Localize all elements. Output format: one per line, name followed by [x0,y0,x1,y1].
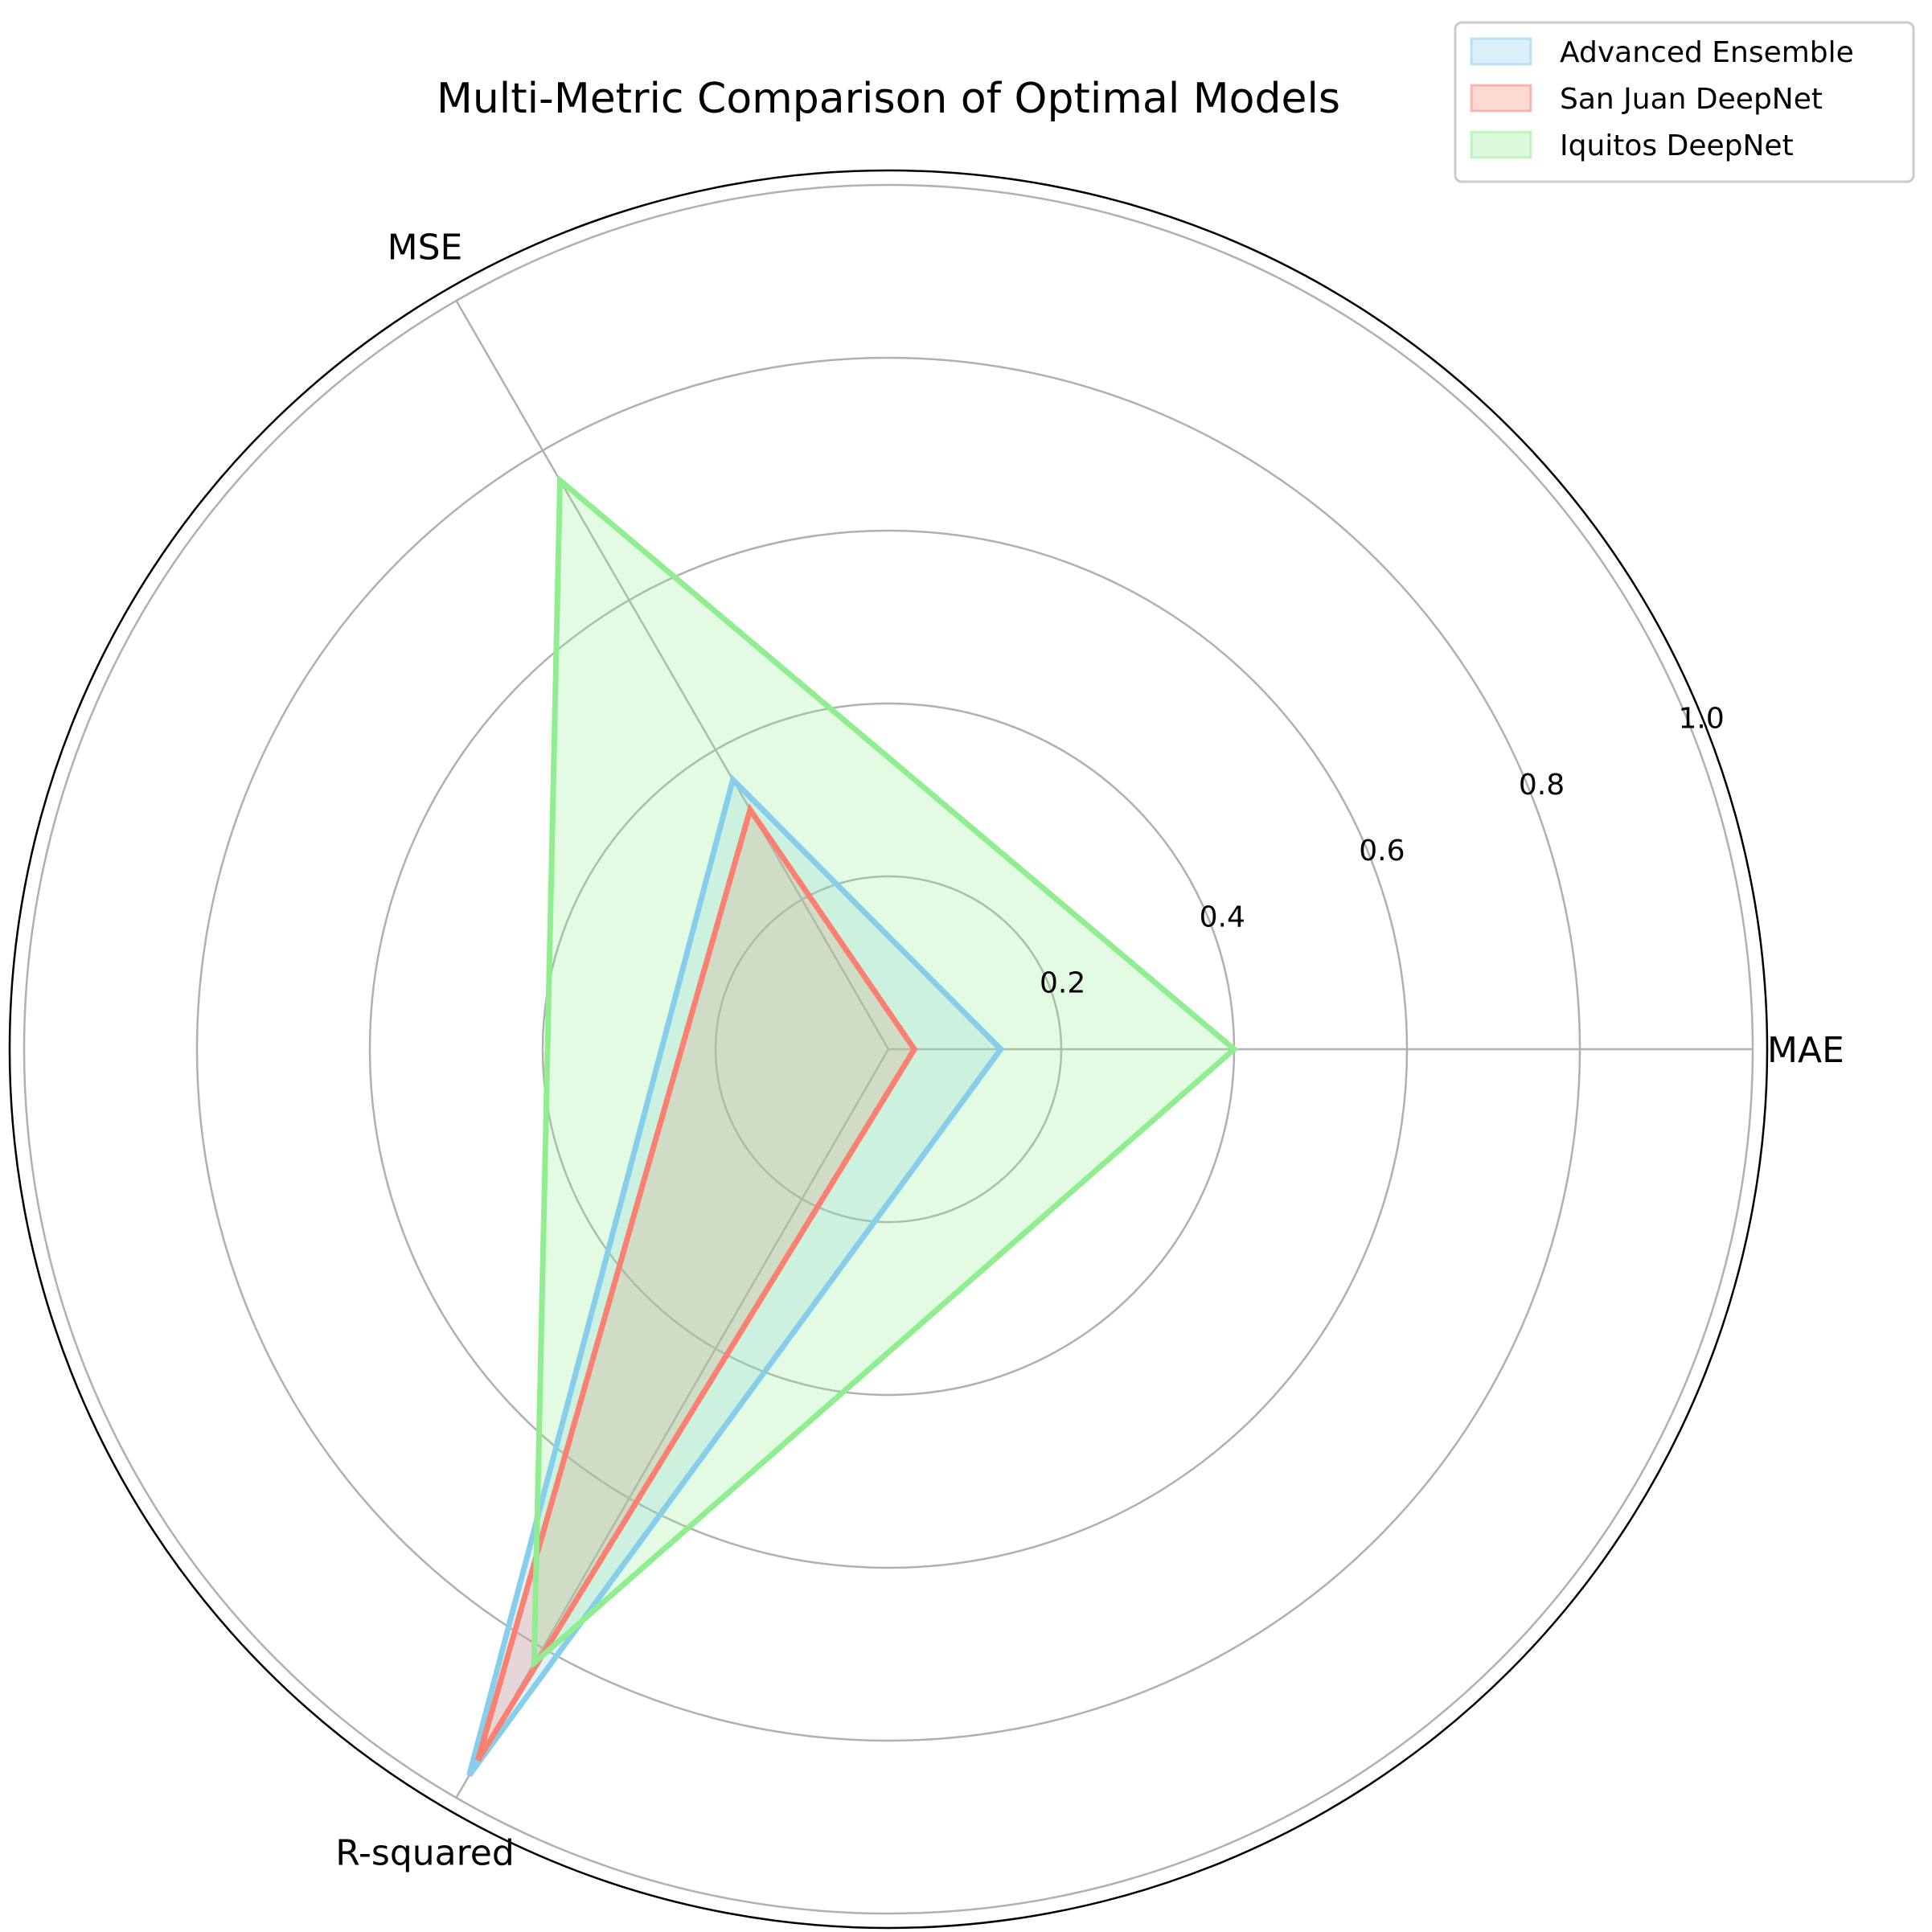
series-fill-2 [534,480,1234,1663]
legend-items: Advanced Ensemble San Juan DeepNet Iquitos… [1470,36,1854,162]
rtick-label-4: 1.0 [1679,703,1725,736]
tick-label-layer: 0.2 0.4 0.6 0.8 1.0 [1040,703,1725,1000]
series-fill-0 [469,779,1001,1776]
legend-swatch-0 [1470,37,1532,66]
axis-label-0: MAE [1767,1030,1844,1071]
legend-swatch-2 [1470,130,1532,159]
polar-frame [8,169,1769,1930]
legend-label-2: Iquitos DeepNet [1560,129,1794,162]
axis-label-1: MSE [388,227,463,268]
axis-label-layer: MAE MSE R-squared [335,227,1844,1873]
series-line-2 [531,474,1239,1670]
series-fill-layer [469,480,1234,1776]
legend-label-1: San Juan DeepNet [1560,83,1823,116]
spoke-1 [455,300,890,1050]
series-line-0 [466,774,1005,1778]
series-fill-1 [478,810,915,1761]
legend: Advanced Ensemble San Juan DeepNet Iquitos… [1454,21,1915,183]
rtick-label-3: 0.8 [1519,769,1565,802]
rtick-label-0: 0.2 [1040,967,1085,1000]
series-line-1 [475,802,918,1762]
legend-swatch-1 [1470,84,1532,113]
chart-title: Multi-Metric Comparison of Optimal Model… [437,75,1340,123]
legend-label-0: Advanced Ensemble [1560,36,1854,69]
legend-frame [1454,21,1915,183]
axis-label-2: R-squared [335,1833,515,1874]
rtick-label-1: 0.4 [1200,900,1245,933]
grid-layer [8,169,1769,1930]
series-line-layer [466,474,1239,1778]
rtick-label-2: 0.6 [1359,835,1405,868]
